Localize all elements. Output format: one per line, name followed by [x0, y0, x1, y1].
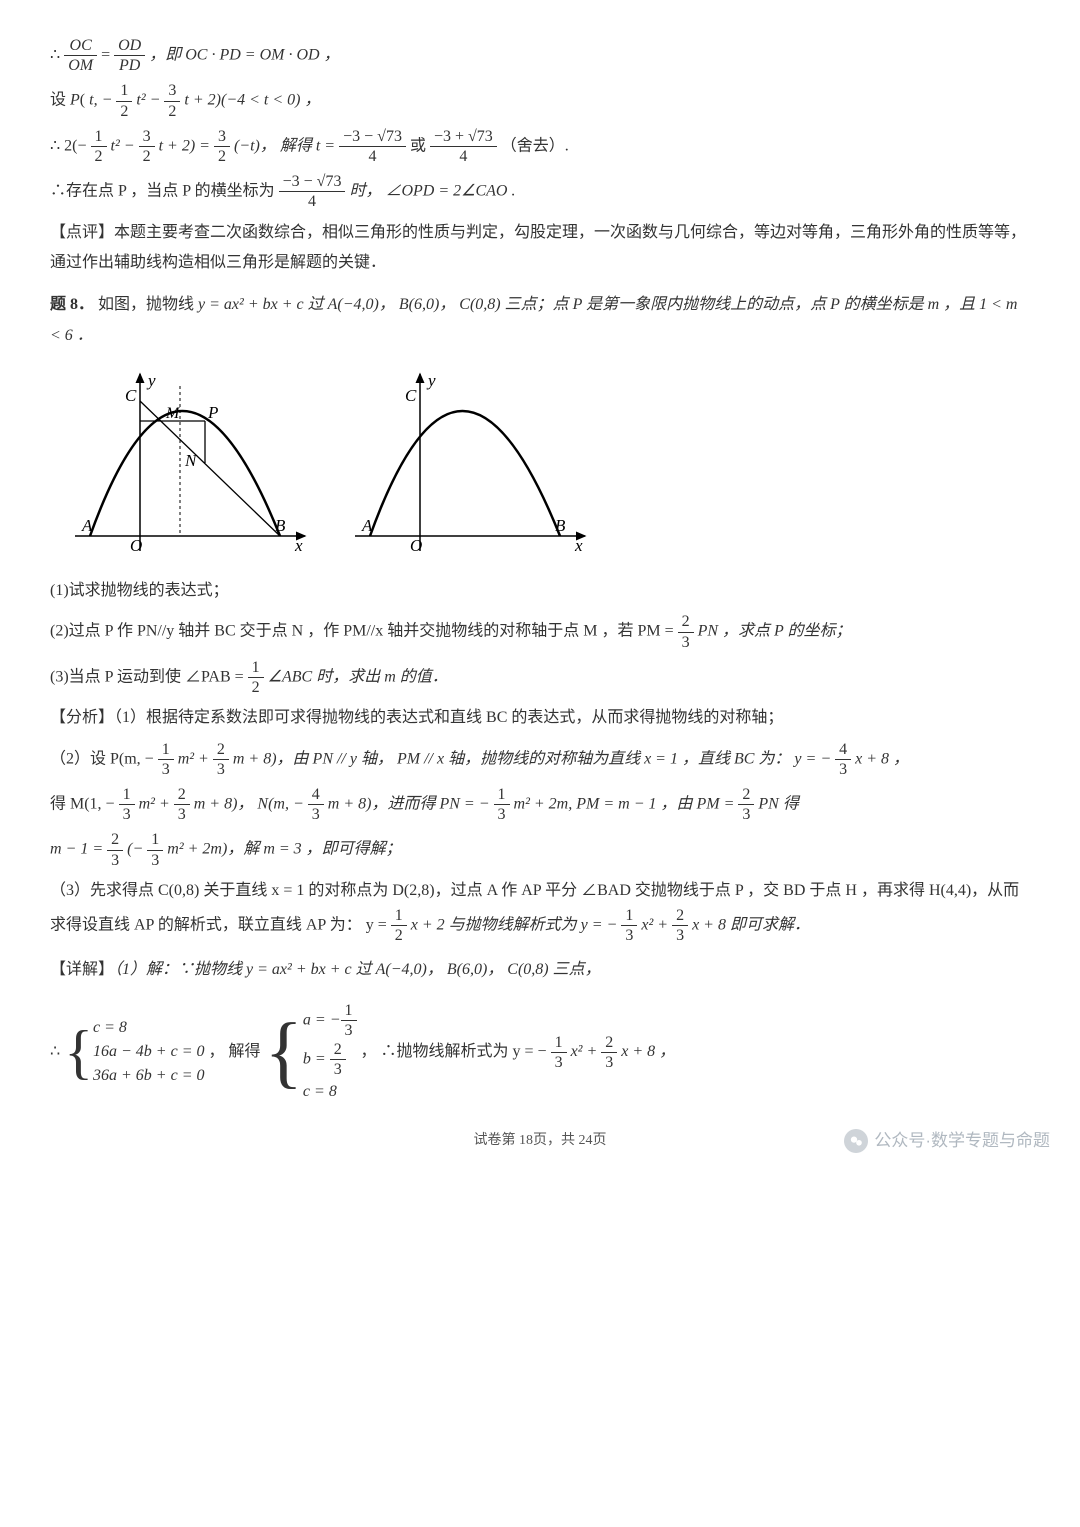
svg-text:O: O: [130, 536, 142, 555]
svg-text:x: x: [294, 536, 303, 555]
svg-text:O: O: [410, 536, 422, 555]
math-line-3: ∴ 2(− 12 t² − 32 t + 2) = 32 (−t)， 解得 t …: [50, 127, 1030, 166]
analysis-2a: （2）设 P(m, − 13 m² + 23 m + 8)，由 PN // y …: [50, 740, 1030, 779]
svg-text:N: N: [184, 451, 198, 470]
svg-text:B: B: [275, 516, 286, 535]
problem-8-intro: 题 8． 如图，抛物线 y = ax² + bx + c 过 A(−4,0)， …: [50, 290, 1030, 351]
figures-row: y x A B C O M P N y x A B C O: [70, 366, 1030, 561]
comment-block: 【点评】本题主要考查二次函数综合，相似三角形的性质与判定，勾股定理，一次函数与几…: [50, 218, 1030, 279]
analysis-label: 【分析】: [50, 709, 114, 726]
svg-text:A: A: [361, 516, 373, 535]
svg-text:P: P: [207, 403, 218, 422]
svg-text:A: A: [81, 516, 93, 535]
q3: (3)当点 P 运动到使 ∠PAB = 12 ∠ABC 时，求出 m 的值．: [50, 658, 1030, 697]
analysis-2b: 得 M(1, − 13 m² + 23 m + 8)， N(m, − 43 m …: [50, 785, 1030, 824]
problem-number: 题 8．: [50, 296, 94, 313]
svg-text:M: M: [165, 405, 181, 422]
svg-text:y: y: [426, 371, 436, 390]
math-line-2: 设 P( t, − 12 t² − 32 t + 2)(−4 < t < 0) …: [50, 81, 1030, 120]
svg-text:C: C: [405, 386, 417, 405]
analysis-2c: m − 1 = 23 (− 13 m² + 2m)，解 m = 3 ，即可得解；: [50, 830, 1030, 869]
q2: (2)过点 P 作 PN//y 轴并 BC 交于点 N ，作 PM//x 轴并交…: [50, 612, 1030, 651]
svg-text:C: C: [125, 386, 137, 405]
math-line-4: ∴存在点 P ，当点 P 的横坐标为 −3 − √734 时， ∠OPD = 2…: [50, 172, 1030, 211]
comment-label: 【点评】: [50, 224, 114, 241]
wechat-icon: [844, 1129, 868, 1153]
figure-2: y x A B C O: [350, 366, 590, 561]
figure-1: y x A B C O M P N: [70, 366, 310, 561]
detail-1: 【详解】（1）解：∵抛物线 y = ax² + bx + c 过 A(−4,0)…: [50, 955, 1030, 985]
detail-label: 【详解】: [50, 961, 114, 978]
detail-system: ∴ { c = 8 16a − 4b + c = 0 36a + 6b + c …: [50, 1001, 1030, 1104]
svg-text:x: x: [574, 536, 583, 555]
svg-text:y: y: [146, 371, 156, 390]
analysis-3: （3）先求得点 C(0,8) 关于直线 x = 1 的对称点为 D(2,8)，过…: [50, 876, 1030, 946]
q1: (1)试求抛物线的表达式；: [50, 576, 1030, 606]
watermark-text: 公众号·数学专题与命题: [874, 1125, 1050, 1157]
watermark: 公众号·数学专题与命题: [844, 1125, 1050, 1157]
comment-text: 本题主要考查二次函数综合，相似三角形的性质与判定，勾股定理，一次函数与几何综合，…: [50, 224, 1026, 271]
math-line-1: ∴ OCOM = ODPD ，即 OC · PD = OM · OD ，: [50, 36, 1030, 75]
svg-text:B: B: [555, 516, 566, 535]
analysis-1: 【分析】（1）根据待定系数法即可求得抛物线的表达式和直线 BC 的表达式，从而求…: [50, 703, 1030, 733]
